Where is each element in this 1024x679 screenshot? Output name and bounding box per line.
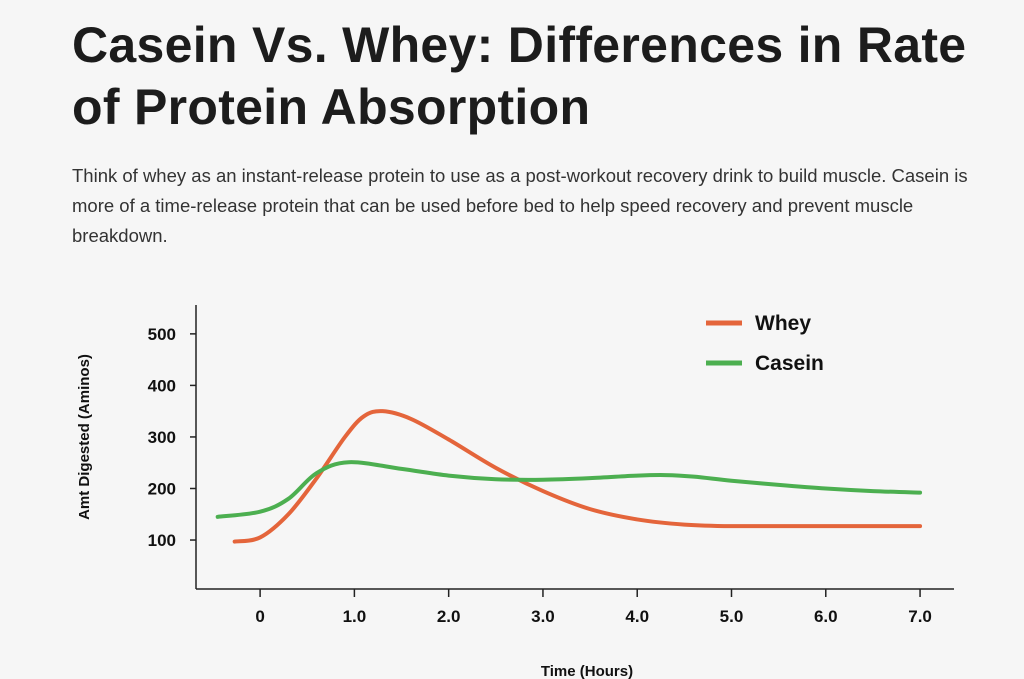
y-tick-label: 400: [148, 376, 176, 395]
x-tick-label: 7.0: [908, 607, 932, 626]
page-title: Casein Vs. Whey: Differences in Rate of …: [72, 17, 967, 135]
y-tick-label: 200: [148, 479, 176, 498]
x-tick-label: 1.0: [343, 607, 367, 626]
page-description: Think of whey as an instant-release prot…: [72, 165, 968, 246]
series-lines: [215, 409, 923, 544]
x-tick-label: 0: [255, 607, 264, 626]
series-line-casein: [215, 460, 923, 519]
y-tick-label: 500: [148, 325, 176, 344]
x-tick-label: 3.0: [531, 607, 555, 626]
y-tick-label: 100: [148, 531, 176, 550]
axes: 0 1.0 2.0 3.0 4.0 5.0 6.0 7.0 100 200 300 400 500: [148, 305, 954, 626]
x-axis-title: Time (Hours): [541, 663, 633, 679]
legend: Whey Casein: [706, 312, 824, 375]
series-line-whey: [232, 409, 923, 544]
x-tick-label: 5.0: [720, 607, 744, 626]
legend-label-casein: Casein: [755, 352, 824, 375]
y-axis-title: Amt Digested (Aminos): [76, 354, 93, 520]
x-tick-label: 4.0: [625, 607, 649, 626]
x-tick-label: 2.0: [437, 607, 461, 626]
x-tick-label: 6.0: [814, 607, 838, 626]
legend-label-whey: Whey: [755, 312, 811, 335]
y-tick-label: 300: [148, 428, 176, 447]
